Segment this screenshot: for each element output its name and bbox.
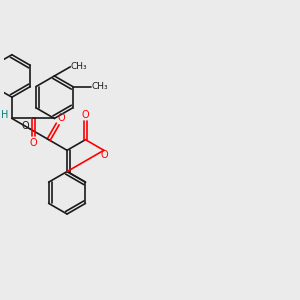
Text: H: H bbox=[1, 110, 8, 120]
Text: O: O bbox=[82, 110, 89, 120]
Text: CH₃: CH₃ bbox=[91, 82, 108, 91]
Text: O: O bbox=[57, 113, 65, 123]
Text: O: O bbox=[29, 138, 37, 148]
Text: O: O bbox=[21, 121, 29, 131]
Text: O: O bbox=[100, 150, 108, 160]
Text: CH₃: CH₃ bbox=[71, 62, 88, 71]
